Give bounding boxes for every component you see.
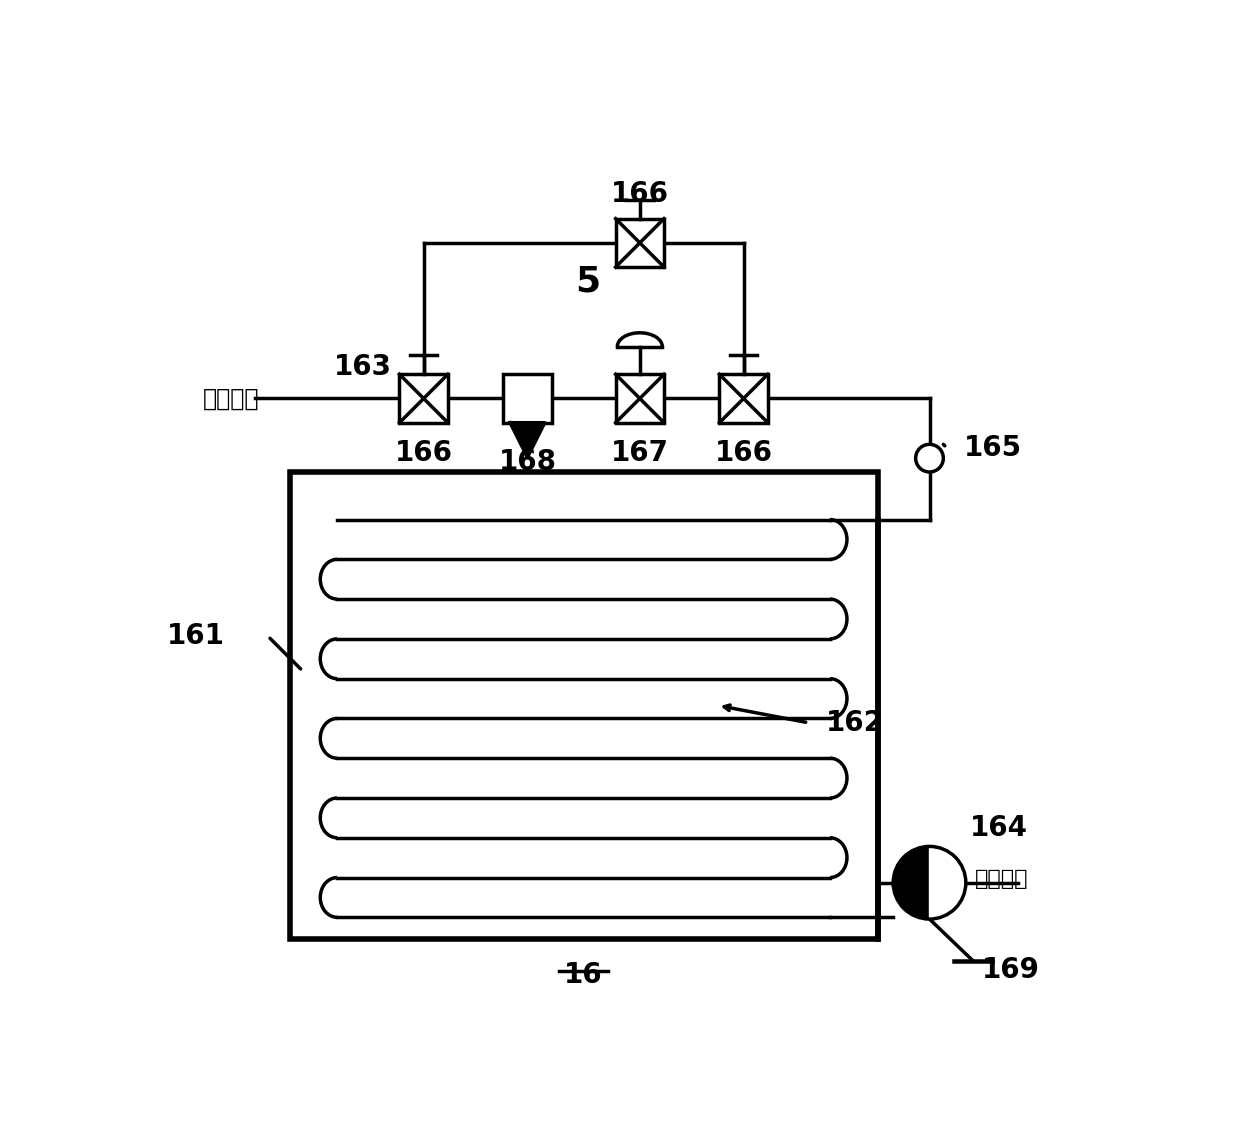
Text: 169: 169 [981,957,1039,984]
Text: 161: 161 [167,622,224,650]
Wedge shape [893,847,930,919]
Bar [503,374,552,422]
Text: 165: 165 [963,433,1022,462]
Text: 166: 166 [611,181,668,208]
Text: 蔮汽进口: 蔮汽进口 [203,386,259,411]
Bar [615,219,665,267]
Text: 164: 164 [970,814,1028,842]
Polygon shape [510,422,544,457]
Text: 162: 162 [826,709,884,737]
Text: 166: 166 [714,439,773,467]
Bar [719,374,768,422]
Text: 冷凝水出: 冷凝水出 [975,869,1028,889]
Text: 168: 168 [498,448,557,476]
Bar [290,472,878,939]
Circle shape [915,445,944,472]
Text: 167: 167 [611,439,668,467]
Text: 16: 16 [564,960,603,988]
Wedge shape [930,847,966,919]
Text: 166: 166 [394,439,453,467]
Bar [399,374,448,422]
Text: 5: 5 [575,265,600,299]
Text: 163: 163 [334,354,392,381]
Bar [615,374,665,422]
